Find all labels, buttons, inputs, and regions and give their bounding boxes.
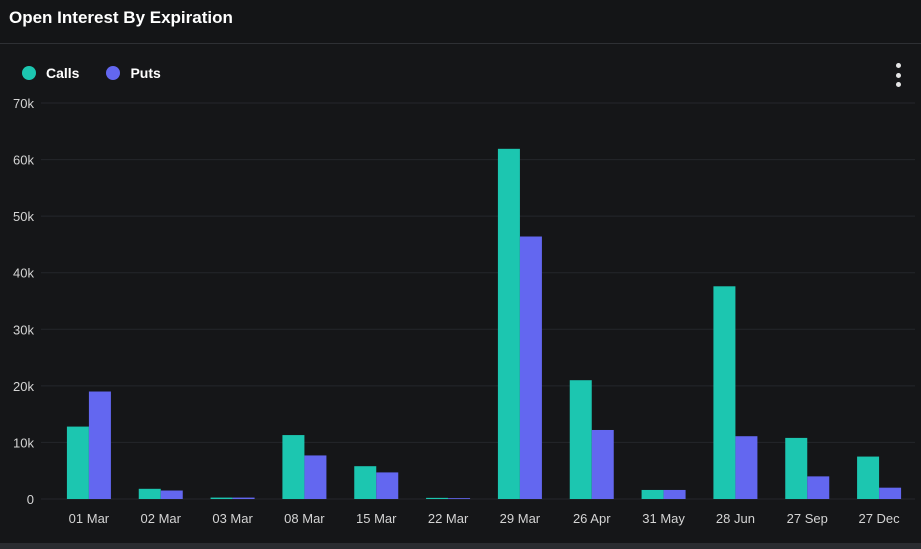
bars: [66, 148, 902, 499]
x-tick-label: 02 Mar: [141, 511, 182, 526]
bar-calls-31-may[interactable]: [641, 489, 664, 499]
bar-puts-27-sep[interactable]: [807, 476, 830, 499]
legend-dot-puts: [106, 66, 121, 80]
legend-item-calls[interactable]: Calls: [22, 65, 79, 81]
y-tick-label: 70k: [13, 96, 34, 111]
y-tick-label: 30k: [13, 322, 34, 337]
bar-puts-01-mar[interactable]: [88, 391, 111, 499]
y-axis: 0 10k 20k 30k 40k 50k 60k 70k: [13, 96, 34, 507]
bar-calls-27-dec[interactable]: [857, 456, 880, 499]
legend-dot-calls: [22, 66, 36, 80]
legend-item-puts[interactable]: Puts: [106, 65, 161, 81]
vertical-ellipsis-icon[interactable]: [888, 63, 908, 87]
bar-puts-15-mar[interactable]: [376, 472, 399, 499]
legend-label-puts: Puts: [130, 65, 161, 81]
y-tick-label: 10k: [13, 435, 34, 450]
bar-calls-08-mar[interactable]: [282, 435, 305, 499]
y-tick-label: 40k: [13, 266, 34, 281]
x-tick-label: 26 Apr: [573, 511, 611, 526]
y-tick-label: 60k: [13, 153, 34, 168]
x-tick-label: 29 Mar: [500, 511, 541, 526]
chart-header: Open Interest By Expiration: [0, 0, 921, 44]
x-tick-label: 28 Jun: [716, 511, 755, 526]
bar-calls-29-mar[interactable]: [497, 148, 520, 499]
y-tick-label: 50k: [13, 209, 34, 224]
bar-puts-31-may[interactable]: [663, 489, 686, 499]
x-tick-label: 31 May: [642, 511, 685, 526]
grid-layer: [41, 102, 915, 500]
x-tick-label: 27 Dec: [858, 511, 900, 526]
menu-dot: [895, 72, 901, 78]
bar-calls-03-mar[interactable]: [210, 497, 233, 499]
menu-dot: [895, 63, 901, 68]
bar-puts-28-jun[interactable]: [735, 436, 758, 499]
bar-calls-01-mar[interactable]: [66, 426, 89, 499]
x-tick-label: 27 Sep: [787, 511, 828, 526]
bar-calls-22-mar[interactable]: [426, 497, 449, 499]
bar-calls-27-sep[interactable]: [785, 437, 808, 499]
bar-puts-29-mar[interactable]: [519, 236, 542, 499]
bar-calls-28-jun[interactable]: [713, 286, 736, 499]
bar-calls-15-mar[interactable]: [354, 466, 377, 499]
bar-puts-26-apr[interactable]: [591, 429, 614, 499]
x-axis: 01 Mar 02 Mar 03 Mar 08 Mar 15 Mar 22 Mar 29 M…: [69, 511, 900, 526]
x-tick-label: 08 Mar: [284, 511, 325, 526]
x-tick-label: 22 Mar: [428, 511, 469, 526]
legend-label-calls: Calls: [46, 65, 80, 81]
bottom-edge: [0, 543, 921, 549]
x-tick-label: 01 Mar: [69, 511, 110, 526]
bar-puts-27-dec[interactable]: [879, 487, 902, 499]
y-tick-label: 0: [27, 492, 34, 507]
menu-dot: [895, 82, 901, 87]
x-tick-label: 03 Mar: [212, 511, 253, 526]
chart-legend: Calls Puts: [22, 64, 188, 82]
bar-calls-02-mar[interactable]: [138, 488, 161, 499]
x-tick-label: 15 Mar: [356, 511, 397, 526]
bar-puts-08-mar[interactable]: [304, 455, 327, 499]
bar-puts-03-mar[interactable]: [232, 497, 255, 499]
bar-puts-22-mar[interactable]: [448, 498, 471, 499]
chart-title: Open Interest By Expiration: [9, 8, 233, 27]
bar-puts-02-mar[interactable]: [160, 490, 183, 499]
bar-calls-26-apr[interactable]: [569, 380, 592, 499]
y-tick-label: 20k: [13, 379, 34, 394]
